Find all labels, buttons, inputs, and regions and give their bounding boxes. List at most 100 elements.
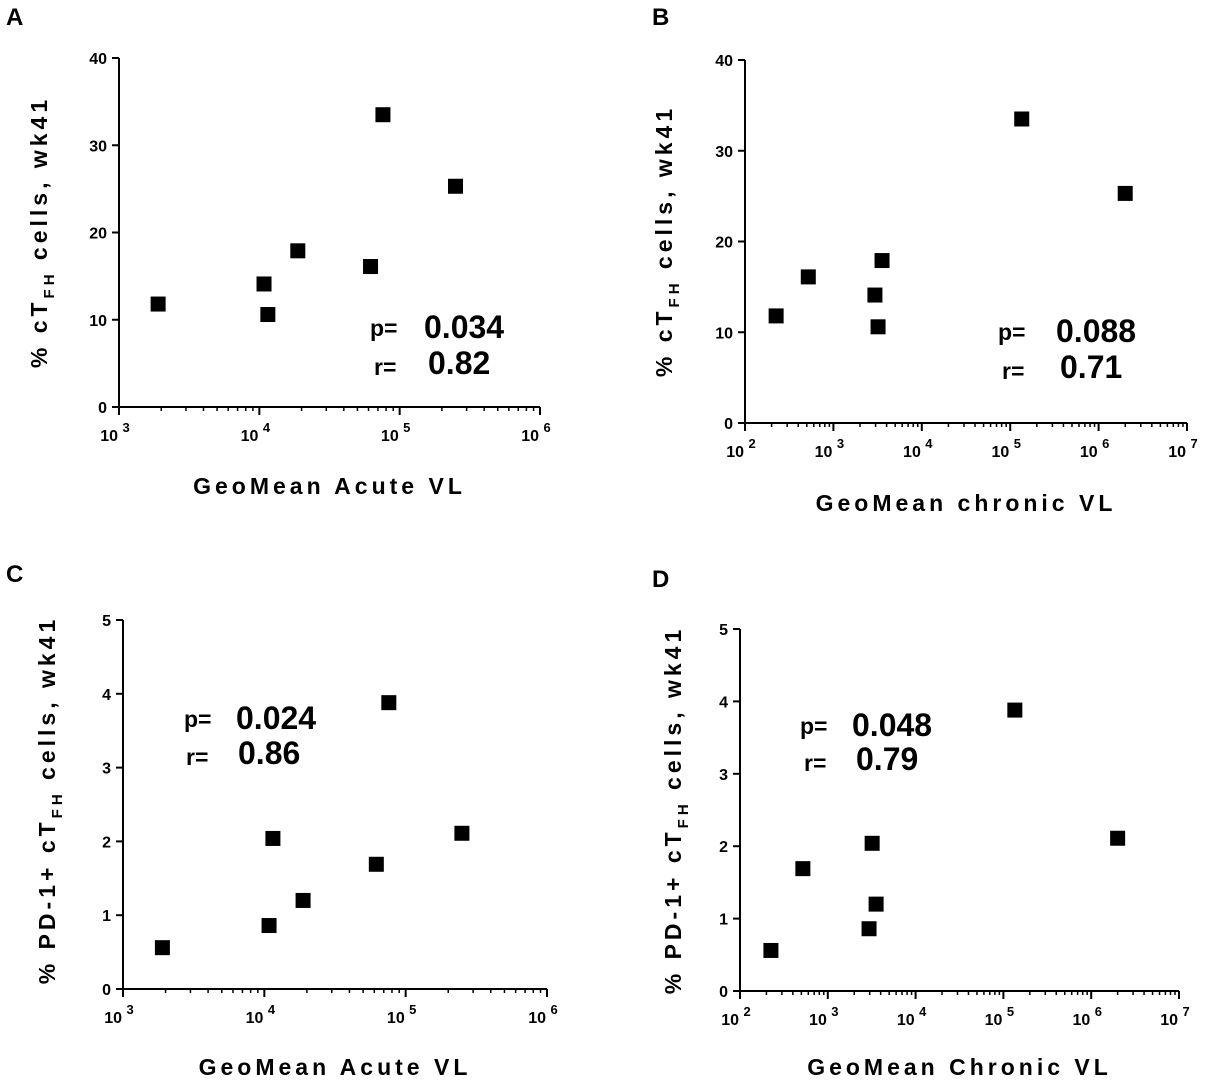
x-tick-label: 10 6 <box>1080 436 1109 461</box>
x-tick-label: 10 3 <box>809 1004 838 1029</box>
data-point <box>1110 830 1126 846</box>
y-tick-label: 5 <box>719 622 728 639</box>
x-tick-label: 10 4 <box>241 420 271 445</box>
data-point <box>768 308 784 324</box>
data-point <box>867 287 883 303</box>
x-tick-label: 10 6 <box>528 1002 557 1027</box>
x-tick-label: 10 5 <box>387 1002 416 1027</box>
y-axis-title: % PD-1+ cTFH cells, wk41 <box>660 626 692 995</box>
y-tick-label: 4 <box>719 694 728 711</box>
data-point <box>375 107 391 123</box>
x-tick-label: 10 5 <box>991 436 1020 461</box>
y-axis-title: % PD-1+ cTFH cells, wk41 <box>34 616 66 985</box>
r-label: r= <box>186 744 208 770</box>
chart-panel-c: 0 1 2 3 4 5 10 3 10 4 10 5 10 6 GeoMean Acute VL % … <box>34 613 558 1080</box>
x-axis-title: GeoMean Acute VL <box>199 1054 472 1080</box>
p-value: 0.024 <box>236 700 316 736</box>
x-tick-label: 10 3 <box>100 420 129 445</box>
x-tick-label: 10 2 <box>726 436 755 461</box>
y-tick-label: 40 <box>89 51 107 68</box>
r-label: r= <box>804 750 826 776</box>
y-tick-label: 40 <box>715 53 733 70</box>
panel-label-b: B <box>652 4 670 31</box>
x-axis-title: GeoMean Acute VL <box>193 473 466 499</box>
panel-label-a: A <box>6 4 24 31</box>
x-tick-label: 10 5 <box>381 420 410 445</box>
y-axis-title: % cTFH cells, wk41 <box>651 105 683 377</box>
panel-label-d: D <box>652 566 670 593</box>
data-point <box>368 856 384 872</box>
y-tick-label: 2 <box>719 839 728 856</box>
x-tick-label: 10 3 <box>104 1002 133 1027</box>
p-label: p= <box>800 713 827 739</box>
data-point <box>448 178 464 194</box>
chart-panel-b: 0 10 20 30 40 10 2 10 3 10 4 10 5 10 6 10 7 GeoMean… <box>651 53 1198 516</box>
x-tick-label: 10 6 <box>1072 1004 1101 1029</box>
y-tick-label: 2 <box>102 834 111 851</box>
data-point <box>1117 185 1133 201</box>
r-value: 0.71 <box>1060 349 1122 385</box>
x-axis-title: GeoMean Chronic VL <box>807 1054 1112 1080</box>
y-tick-label: 3 <box>719 767 728 784</box>
x-tick-label: 10 7 <box>1168 436 1197 461</box>
data-point <box>295 892 311 908</box>
x-axis-title: GeoMean chronic VL <box>816 490 1117 516</box>
data-point <box>363 259 379 275</box>
p-value: 0.088 <box>1056 313 1136 349</box>
chart-panel-d: 0 1 2 3 4 5 10 2 10 3 10 4 10 5 10 6 10 7 GeoMean Ch… <box>660 622 1190 1080</box>
y-tick-label: 4 <box>102 687 111 704</box>
p-label: p= <box>184 706 211 732</box>
p-value: 0.048 <box>852 707 932 743</box>
y-tick-label: 5 <box>102 613 111 630</box>
p-value: 0.034 <box>424 309 504 345</box>
chart-panel-a: 0 10 20 30 40 10 3 10 4 10 5 10 6 GeoMean Acute V… <box>26 51 551 499</box>
p-label: p= <box>998 319 1025 345</box>
r-value: 0.79 <box>856 741 918 777</box>
x-tick-label: 10 4 <box>246 1002 276 1027</box>
data-point <box>381 695 397 711</box>
y-tick-label: 10 <box>715 325 733 342</box>
r-value: 0.86 <box>238 735 300 771</box>
data-point <box>154 940 170 956</box>
data-point <box>1007 702 1023 718</box>
r-value: 0.82 <box>428 345 490 381</box>
data-point <box>454 825 470 841</box>
x-tick-label: 10 4 <box>903 436 933 461</box>
y-tick-label: 0 <box>724 416 733 433</box>
panel-label-c: C <box>6 561 24 588</box>
y-axis-title: % cTFH cells, wk41 <box>26 96 58 368</box>
x-tick-label: 10 4 <box>897 1004 927 1029</box>
p-label: p= <box>370 315 397 341</box>
x-tick-label: 10 2 <box>721 1004 750 1029</box>
y-tick-label: 20 <box>89 226 107 243</box>
data-point <box>150 296 166 312</box>
data-point <box>763 942 779 958</box>
data-point <box>1014 111 1030 127</box>
x-tick-label: 10 5 <box>985 1004 1014 1029</box>
r-label: r= <box>1002 358 1024 384</box>
data-point <box>265 830 281 846</box>
y-tick-label: 20 <box>715 235 733 252</box>
data-point <box>795 861 811 877</box>
y-tick-label: 30 <box>715 144 733 161</box>
y-tick-label: 1 <box>719 912 728 929</box>
x-tick-label: 10 7 <box>1160 1004 1189 1029</box>
y-tick-label: 0 <box>719 984 728 1001</box>
x-tick-label: 10 3 <box>815 436 844 461</box>
y-tick-label: 0 <box>102 982 111 999</box>
data-point <box>861 921 877 937</box>
data-point <box>868 896 884 912</box>
data-point <box>261 918 277 934</box>
y-tick-label: 3 <box>102 761 111 778</box>
y-tick-label: 1 <box>102 908 111 925</box>
data-point <box>290 243 306 259</box>
data-point <box>256 276 272 292</box>
data-point <box>864 835 880 851</box>
y-tick-label: 0 <box>98 400 107 417</box>
y-tick-label: 30 <box>89 138 107 155</box>
x-tick-label: 10 6 <box>521 420 550 445</box>
data-point <box>874 253 890 269</box>
r-label: r= <box>374 354 396 380</box>
y-tick-label: 10 <box>89 313 107 330</box>
